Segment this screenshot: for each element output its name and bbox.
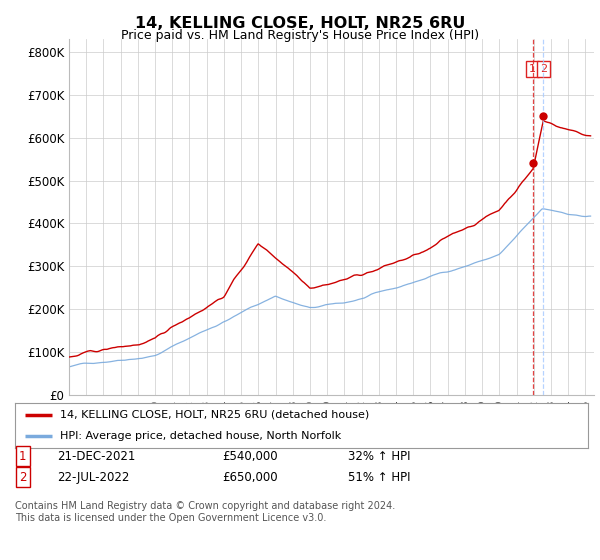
Text: 21-DEC-2021: 21-DEC-2021 [57, 450, 136, 463]
Text: 32% ↑ HPI: 32% ↑ HPI [348, 450, 410, 463]
Text: 1: 1 [19, 450, 26, 463]
Text: 14, KELLING CLOSE, HOLT, NR25 6RU (detached house): 14, KELLING CLOSE, HOLT, NR25 6RU (detac… [59, 410, 369, 420]
Text: £650,000: £650,000 [222, 470, 278, 484]
Text: 1: 1 [529, 64, 536, 74]
Text: 22-JUL-2022: 22-JUL-2022 [57, 470, 130, 484]
Text: 2: 2 [540, 64, 547, 74]
Text: HPI: Average price, detached house, North Norfolk: HPI: Average price, detached house, Nort… [59, 431, 341, 441]
Text: 2: 2 [19, 470, 26, 484]
Text: Price paid vs. HM Land Registry's House Price Index (HPI): Price paid vs. HM Land Registry's House … [121, 29, 479, 42]
Text: 51% ↑ HPI: 51% ↑ HPI [348, 470, 410, 484]
Text: 14, KELLING CLOSE, HOLT, NR25 6RU: 14, KELLING CLOSE, HOLT, NR25 6RU [135, 16, 465, 31]
Text: Contains HM Land Registry data © Crown copyright and database right 2024.
This d: Contains HM Land Registry data © Crown c… [15, 501, 395, 523]
Text: £540,000: £540,000 [222, 450, 278, 463]
